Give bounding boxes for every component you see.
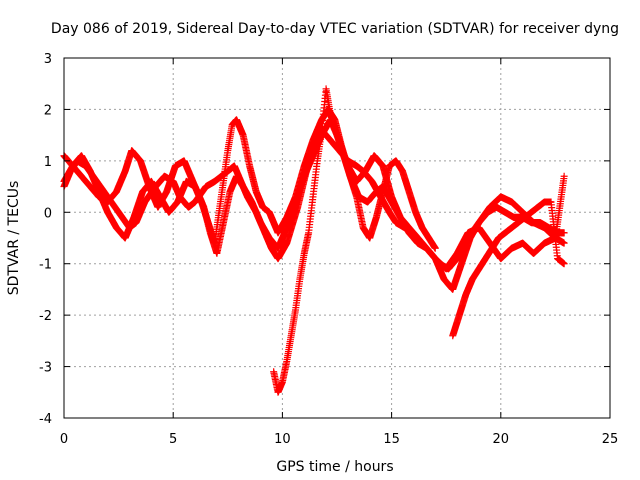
data-point: [560, 239, 568, 247]
chart-title: Day 086 of 2019, Sidereal Day-to-day VTE…: [51, 21, 619, 37]
data-series: [270, 85, 439, 396]
data-point: [560, 172, 568, 180]
data-point: [560, 229, 568, 237]
data-points: [60, 85, 568, 396]
